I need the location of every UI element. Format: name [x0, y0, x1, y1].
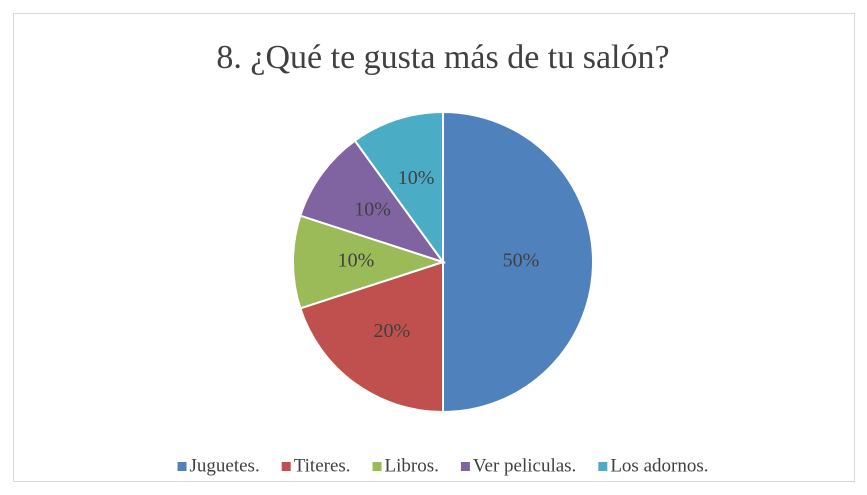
pie-slice [299, 260, 444, 414]
legend-swatch [460, 462, 470, 471]
legend-swatch [372, 462, 382, 471]
pie-slice [353, 110, 444, 266]
legend-label: Libros. [385, 455, 439, 476]
legend-label: Titeres. [294, 455, 351, 476]
pie-slice [292, 214, 447, 310]
pie-slice [299, 139, 446, 264]
data-label: 10% [354, 198, 391, 220]
legend-swatch [598, 462, 608, 471]
legend-label: Juguetes. [190, 455, 260, 476]
data-label: 20% [374, 320, 411, 342]
data-label: 10% [338, 250, 375, 272]
chart-title: 8. ¿Qué te gusta más de tu salón? [216, 39, 669, 76]
legend-swatch [281, 462, 291, 471]
data-label: 10% [398, 167, 435, 189]
pie-slice [442, 110, 594, 414]
data-label: 50% [503, 250, 540, 272]
legend-label: Ver peliculas. [473, 455, 576, 476]
legend-label: Los adornos. [610, 455, 708, 476]
legend-swatch [177, 462, 187, 471]
